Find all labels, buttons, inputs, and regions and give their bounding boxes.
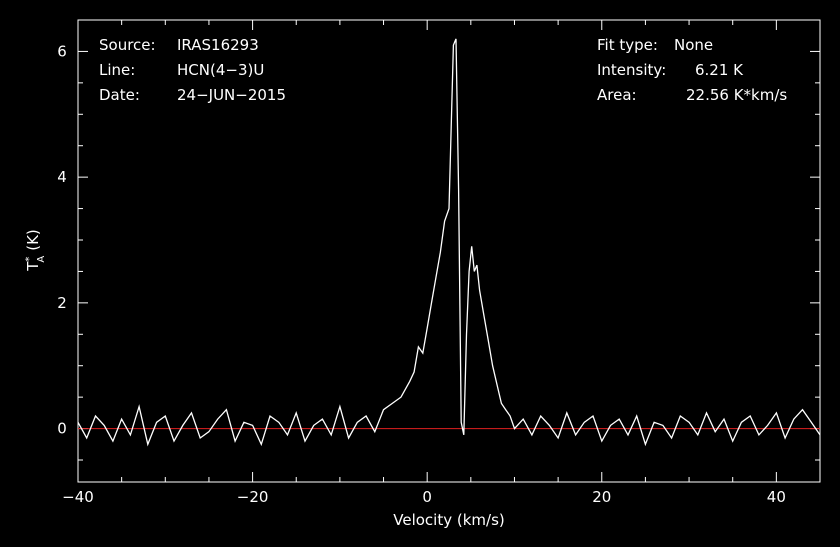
date-label: Date:	[99, 86, 140, 104]
x-tick-label: 20	[592, 488, 611, 506]
date-value: 24−JUN−2015	[177, 86, 286, 104]
y-tick-label: 0	[57, 420, 67, 438]
x-tick-label: 0	[422, 488, 432, 506]
x-tick-label: −40	[62, 488, 94, 506]
source-label: Source:	[99, 36, 156, 54]
fit-type-label: Fit type:	[597, 36, 658, 54]
y-tick-label: 2	[57, 294, 67, 312]
y-tick-label: 6	[57, 42, 67, 60]
fit-type-value: None	[674, 36, 713, 54]
line-label: Line:	[99, 61, 135, 79]
x-tick-label: −20	[237, 488, 269, 506]
intensity-value: 6.21 K	[695, 61, 744, 79]
area-value: 22.56 K*km/s	[686, 86, 787, 104]
x-axis-label: Velocity (km/s)	[393, 511, 504, 529]
spectrum-line	[77, 38, 821, 447]
area-label: Area:	[597, 86, 637, 104]
y-tick-label: 4	[57, 168, 67, 186]
axis-ticks	[77, 19, 821, 482]
y-tick-labels: 0 2 4 6	[57, 42, 67, 437]
y-axis-label: T*A(K)	[24, 229, 47, 272]
source-value: IRAS16293	[177, 36, 259, 54]
line-value: HCN(4−3)U	[177, 61, 264, 79]
x-tick-labels: −40 −20 0 20 40	[62, 488, 786, 506]
plot-frame	[77, 19, 821, 483]
x-tick-label: 40	[767, 488, 786, 506]
intensity-label: Intensity:	[597, 61, 666, 79]
